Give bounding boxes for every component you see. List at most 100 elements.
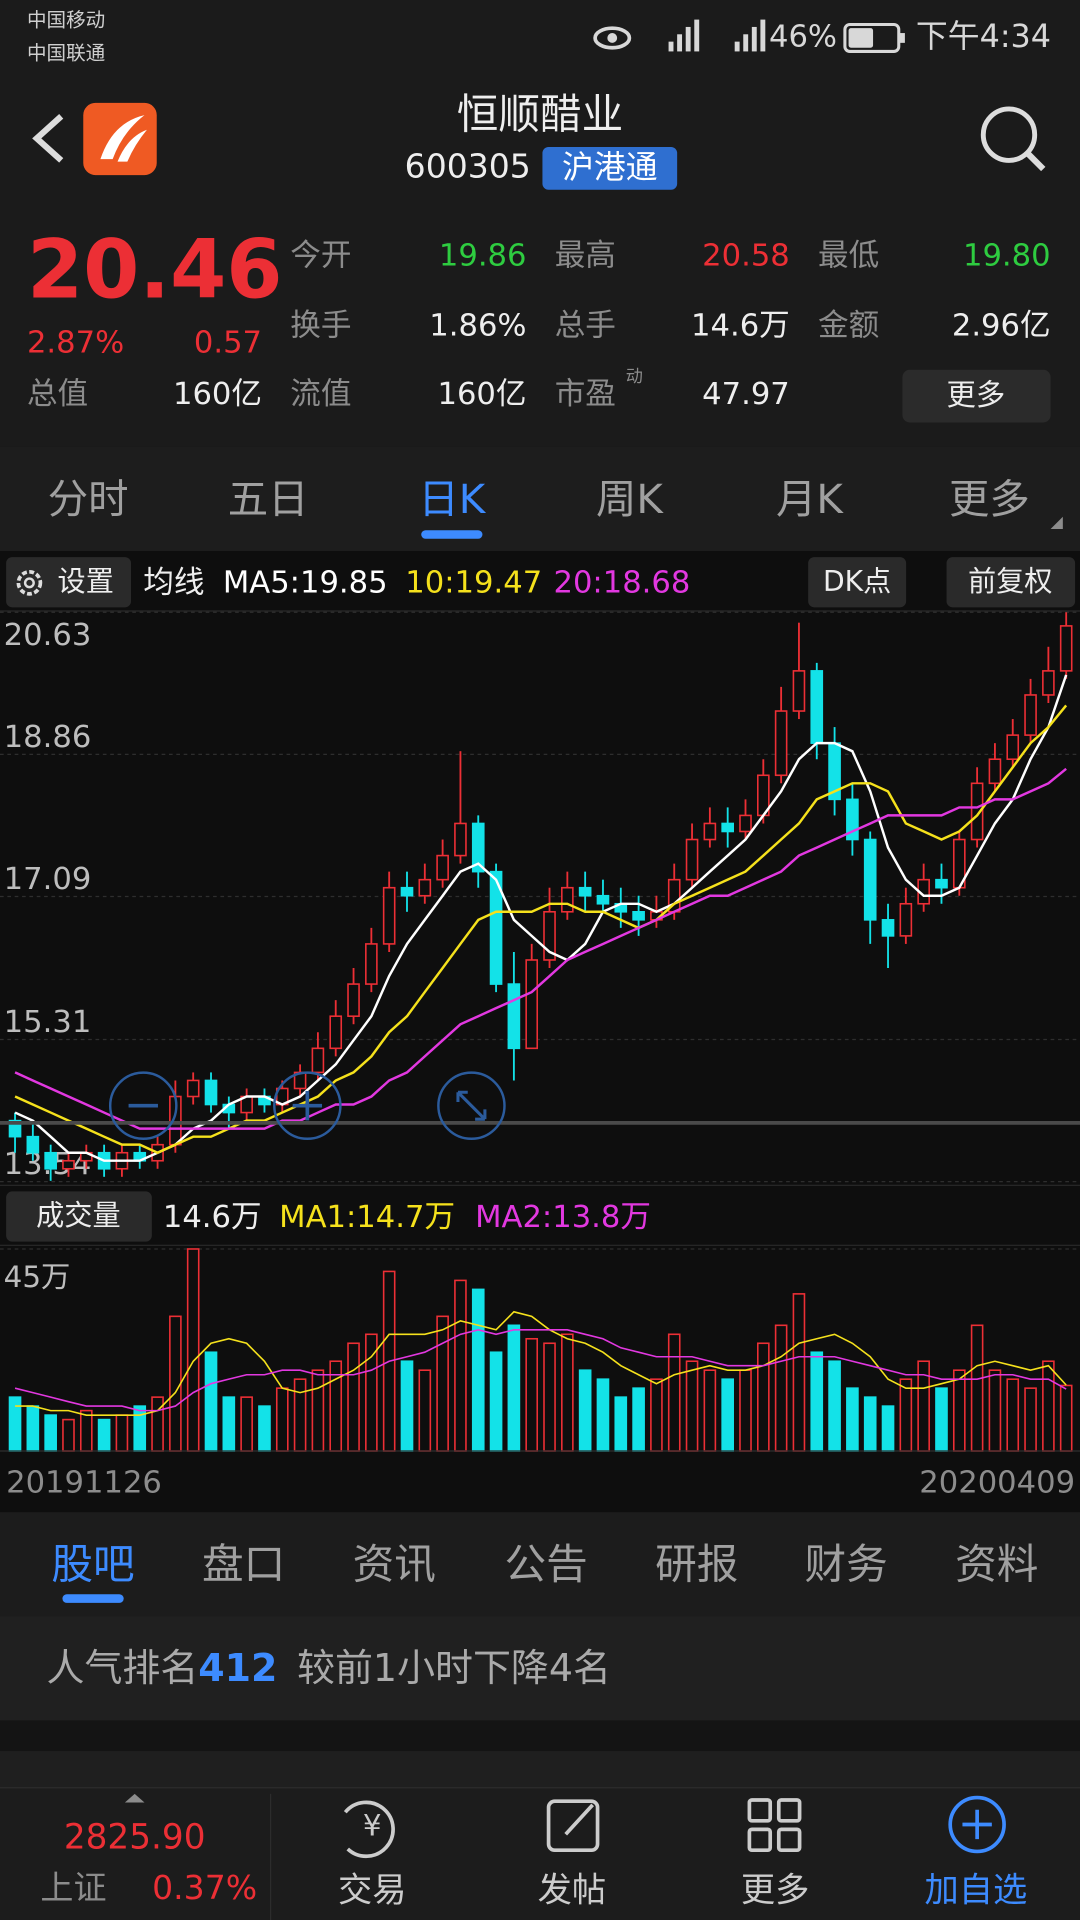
settings-button[interactable]: 设置 — [58, 565, 114, 598]
ma-line — [14, 704, 1068, 1155]
info-tabs-bg — [0, 1512, 1080, 1617]
candle-body — [543, 910, 556, 961]
tab[interactable]: 周K — [596, 475, 664, 523]
tab[interactable]: 日K — [418, 475, 486, 523]
candle-body — [418, 878, 432, 897]
candle-body — [810, 670, 824, 744]
legend-entry: MA5:19.85 — [223, 566, 388, 601]
action[interactable]: 加自选 — [925, 1870, 1028, 1910]
tab[interactable]: 五日 — [228, 475, 309, 523]
volume-bar — [26, 1405, 40, 1452]
tab[interactable]: 分时 — [48, 475, 129, 523]
candle-body — [186, 1079, 200, 1098]
dk-button-bg[interactable] — [808, 557, 907, 608]
carrier: 中国移动 — [27, 8, 105, 31]
candle-body — [436, 854, 449, 881]
more-button[interactable]: 更多 — [947, 378, 1006, 412]
y-tick-label: 20.63 — [4, 618, 92, 653]
volume-chart: 45万 — [0, 1248, 1080, 1452]
candle-body — [1024, 694, 1037, 736]
stat-value: 1.86% — [429, 308, 526, 343]
candle-body — [62, 1159, 75, 1170]
action[interactable]: 更多 — [741, 1870, 810, 1910]
app-logo — [83, 102, 157, 176]
badge-bg — [542, 146, 678, 190]
candle-body — [400, 886, 414, 897]
candle-body — [8, 1119, 22, 1138]
volume-title[interactable]: 成交量 — [36, 1199, 120, 1232]
info-tabs: 股吧 盘口 资讯 公告 研报 财务 资料 — [51, 1539, 1038, 1603]
action[interactable]: 发帖 — [538, 1870, 607, 1910]
adjust-button[interactable]: 前复权 — [968, 565, 1052, 598]
tab[interactable]: 资料 — [955, 1539, 1038, 1588]
volume-bar — [311, 1369, 325, 1452]
popularity-bg — [0, 1616, 1080, 1721]
settings-button-bg[interactable] — [6, 557, 132, 608]
search-button[interactable] — [980, 106, 1046, 172]
stat-label: 换手 — [290, 308, 351, 343]
y-tick-label: 18.86 — [4, 720, 92, 755]
y-tick-label: 45万 — [4, 1260, 71, 1294]
tab[interactable]: 盘口 — [202, 1539, 285, 1588]
volume-bar — [436, 1315, 449, 1452]
stat-label: 总手 — [555, 308, 616, 343]
badge: 沪港通 — [562, 148, 658, 186]
volume-bar — [489, 1351, 503, 1452]
trade-icon: ¥ — [343, 1800, 395, 1859]
y-tick-label: 17.09 — [4, 862, 92, 897]
candle-body — [935, 878, 948, 889]
stat-label: 流值 — [290, 377, 351, 412]
more-button-bg[interactable] — [902, 369, 1051, 423]
volume-bar — [1006, 1378, 1020, 1452]
add-icon — [948, 1795, 1006, 1854]
volume-bar — [952, 1369, 966, 1452]
candle-body — [739, 814, 752, 833]
zoom-out[interactable] — [108, 1071, 178, 1140]
tab[interactable]: 月K — [776, 475, 844, 523]
volume-bar — [756, 1342, 770, 1452]
tab[interactable]: 资讯 — [353, 1539, 436, 1588]
volume-bar — [1059, 1384, 1073, 1452]
dk-button[interactable]: DK点 — [823, 565, 891, 598]
candle-body — [863, 838, 877, 921]
popularity-rank: 412 — [198, 1646, 277, 1690]
volume-bar — [667, 1333, 681, 1452]
zoom-in[interactable] — [273, 1071, 342, 1140]
tab[interactable]: 研报 — [655, 1539, 738, 1588]
volume-bar — [8, 1396, 22, 1452]
volume-button-bg[interactable] — [6, 1191, 152, 1242]
stats: 今开 19.86 最高 20.58 最低 19.80 换手 1.86% 总手 14.6万 金额 2.9… — [290, 239, 1050, 412]
gear-icon — [16, 570, 43, 596]
candle-body — [382, 886, 396, 945]
tab[interactable]: 财务 — [804, 1539, 887, 1588]
candle-body — [1059, 625, 1073, 672]
volume-bar — [222, 1396, 236, 1452]
candle-body — [311, 1047, 325, 1074]
tab[interactable]: 股吧 — [51, 1539, 134, 1588]
carrier: 中国联通 — [27, 41, 105, 64]
legend-entry: MA1:14.7万 — [279, 1200, 455, 1235]
volume-bar — [418, 1369, 432, 1452]
volume-bar — [881, 1405, 895, 1452]
volume-bar — [685, 1360, 699, 1452]
candle-body — [44, 1151, 57, 1170]
volume-bar — [454, 1279, 467, 1452]
legend-entry: MA2:13.8万 — [475, 1200, 651, 1235]
tab[interactable]: 更多 — [949, 475, 1030, 523]
back-button[interactable] — [32, 114, 64, 163]
header-bg — [0, 0, 1080, 447]
x-range-label: 20200409 — [919, 1466, 1075, 1501]
stat-label: 今开 — [290, 239, 351, 274]
fullscreen[interactable] — [437, 1071, 506, 1140]
ma-line — [14, 674, 1068, 1162]
tab-indicator — [62, 1594, 124, 1603]
popularity: 人气排名412 较前1小时下降4名 — [47, 1646, 611, 1690]
stat-value: 160亿 — [173, 377, 262, 412]
action[interactable]: 交易 — [338, 1870, 407, 1910]
adjust-button-bg[interactable] — [946, 557, 1076, 608]
tab[interactable]: 公告 — [504, 1539, 587, 1588]
more-icon — [747, 1798, 802, 1853]
x-range-label: 20191126 — [6, 1466, 162, 1501]
index-change: 0.37% — [152, 1868, 257, 1907]
